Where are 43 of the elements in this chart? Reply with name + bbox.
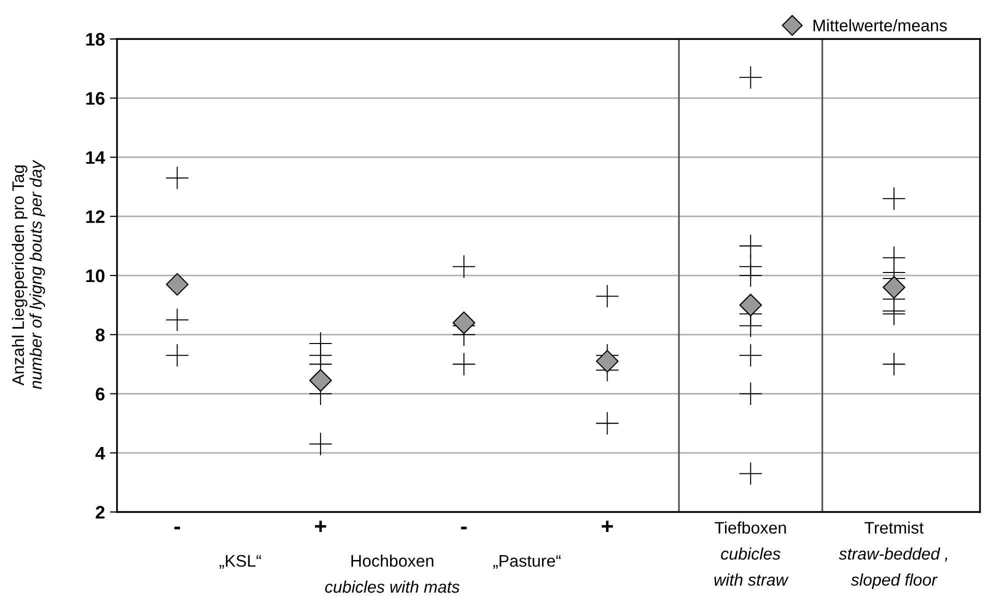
point: [166, 308, 188, 332]
point: [739, 264, 762, 287]
text: „KSL“: [220, 555, 261, 569]
y-tick-label: 10: [86, 269, 104, 282]
y-tick-label: 14: [86, 151, 106, 164]
x-tick-label: Tretmist straw-bedded , sloped floor: [838, 521, 948, 590]
point: [739, 66, 762, 89]
y-tick-label: 4: [95, 446, 106, 460]
text: Hochboxen cubicles with mats: [325, 554, 460, 593]
point: [739, 314, 762, 337]
point: [309, 369, 332, 392]
y-tick-label: 18: [86, 32, 105, 46]
x-tick-label: -: [461, 526, 467, 530]
point: [739, 462, 762, 485]
point: [739, 294, 762, 316]
point: [882, 187, 906, 210]
x-tick-label: -: [174, 526, 180, 530]
x-tick-label: Tiefboxen cubicles with straw: [714, 521, 789, 586]
point: [739, 382, 762, 405]
y-tick-label: 6: [96, 388, 105, 400]
point: [596, 350, 619, 373]
point: [452, 255, 476, 278]
x-tick-label: +: [315, 520, 326, 532]
point: [166, 166, 188, 190]
point: [166, 273, 189, 296]
legend-label: Mittelwerte/means: [814, 19, 947, 32]
point: [739, 344, 762, 367]
point: [166, 344, 188, 367]
point: [596, 284, 618, 308]
point: [739, 234, 762, 258]
y-axis-title: Anzahl Liegeperioden pro Tag number of lyigng bouts per day: [12, 160, 46, 390]
point: [452, 311, 476, 334]
y-tick-label: 8: [96, 328, 105, 342]
y-tick-label: 16: [86, 92, 105, 105]
point: [309, 432, 332, 456]
y-tick-label: 12: [86, 210, 104, 223]
point: [882, 276, 906, 299]
point: [596, 412, 618, 435]
point: [452, 352, 476, 376]
y-tick-label: 2: [96, 506, 104, 519]
point: [882, 352, 906, 376]
text: „Pasture“: [493, 555, 561, 569]
x-tick-label: +: [602, 520, 613, 532]
